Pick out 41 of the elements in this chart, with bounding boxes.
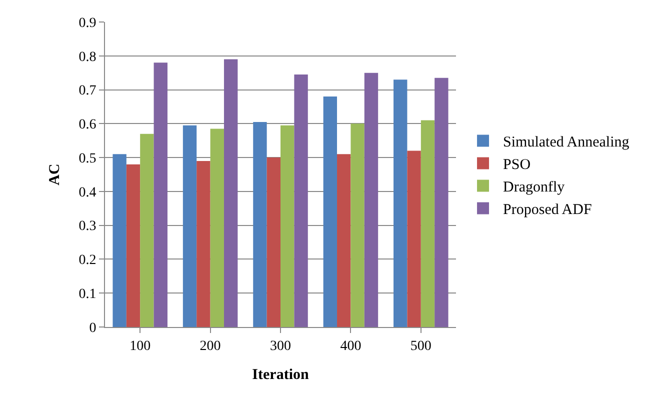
y-tick-label: 0 xyxy=(89,320,96,336)
bar xyxy=(154,62,168,327)
y-tick-label: 0.2 xyxy=(78,253,96,268)
x-tick-label: 500 xyxy=(410,338,432,354)
x-tick-label: 100 xyxy=(130,338,151,354)
bar xyxy=(126,164,140,327)
y-axis-title: AC xyxy=(46,164,63,186)
bar xyxy=(266,158,280,327)
bar xyxy=(420,120,435,327)
bar xyxy=(196,160,210,327)
y-tick-label: 0.3 xyxy=(78,219,96,234)
bar xyxy=(407,150,421,327)
bar xyxy=(112,154,126,327)
legend-label: PSO xyxy=(503,157,531,174)
legend-label: Proposed ADF xyxy=(503,202,592,218)
y-tick-label: 0.1 xyxy=(78,287,96,302)
x-tick-label: 300 xyxy=(270,338,291,354)
bar xyxy=(337,154,351,327)
bar xyxy=(140,134,154,327)
bar xyxy=(253,122,267,327)
y-tick-label: 0.8 xyxy=(78,50,96,65)
legend-label: Dragonfly xyxy=(503,180,566,196)
bar xyxy=(364,72,378,327)
bar xyxy=(280,125,294,327)
y-tick-label: 0.4 xyxy=(78,185,96,200)
y-tick-label: 0.5 xyxy=(78,151,96,166)
bar xyxy=(394,80,408,327)
bar xyxy=(210,128,224,327)
bar xyxy=(182,125,197,327)
bar xyxy=(350,124,364,327)
bar xyxy=(323,96,338,327)
bar xyxy=(224,59,238,327)
x-axis-title: Iteration xyxy=(252,366,310,383)
bar xyxy=(434,78,448,327)
y-tick-label: 0.9 xyxy=(78,16,96,31)
y-tick-label: 0.6 xyxy=(78,118,96,133)
y-tick-label: 0.7 xyxy=(78,84,96,99)
x-tick-label: 200 xyxy=(200,338,221,354)
x-tick-label: 400 xyxy=(340,338,362,354)
bar xyxy=(294,74,308,327)
legend-label: Simulated Annealing xyxy=(503,134,630,151)
